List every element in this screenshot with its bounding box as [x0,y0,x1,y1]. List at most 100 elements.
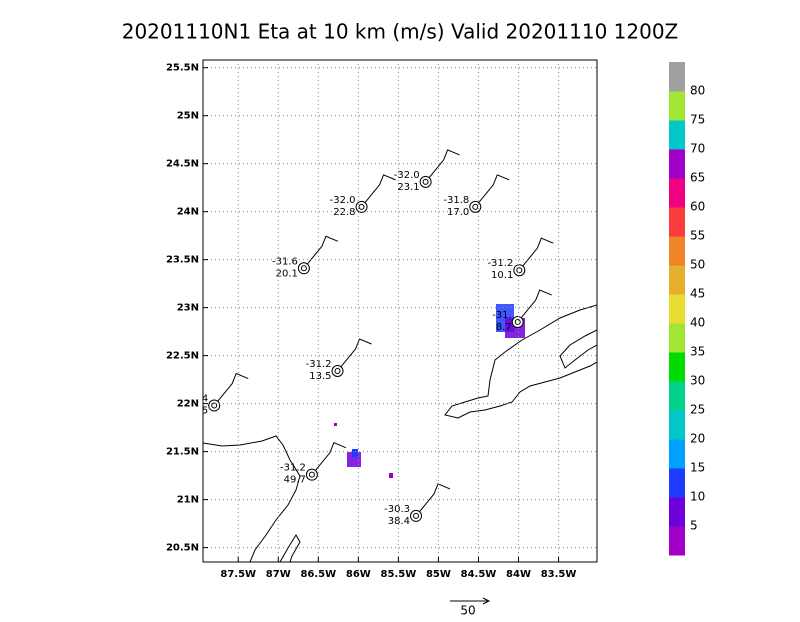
station-value: 20.1 [276,268,298,279]
lat-label: 21N [177,495,199,506]
colorbar-label: 50 [690,258,705,272]
station: -31.817.0 [443,174,510,218]
station-dot [334,367,341,374]
colorbar-swatch [669,410,685,440]
lon-label: 83.5W [541,569,577,580]
station-dot [514,319,521,326]
station-value: 22.8 [333,207,355,218]
station-value: 4 [202,394,208,405]
colorbar-label: 65 [690,171,705,185]
station-ring [208,399,221,412]
colorbar-swatch [669,91,685,121]
lat-label: 23.5N [166,255,199,266]
station-dot [300,265,307,272]
station-value: -31.6 [272,256,298,267]
station-value: -31. [492,310,512,321]
station-dot [422,178,429,185]
colorbar-swatch [669,149,685,179]
colorbar-label: 10 [690,490,705,504]
station-value: -32.0 [394,170,420,181]
station-value: 5 [202,406,208,417]
colorbar-label: 35 [690,345,705,359]
colorbar-label: 60 [690,200,705,214]
colorbar-swatch [669,439,685,469]
station-value: 17.0 [447,207,469,218]
colorbar-swatch [669,236,685,266]
station-ring [511,316,524,329]
station: -32.022.8 [330,174,396,218]
station-value: 23.1 [397,182,419,193]
station-value: -31.2 [280,463,306,474]
colorbar-swatch [669,207,685,237]
colorbar-swatch [669,294,685,324]
coastline [279,534,301,562]
station: -32.023.1 [394,149,460,193]
lat-label: 25.5N [166,63,199,74]
colorbar-label: 70 [690,142,705,156]
station-value: -31.2 [487,258,513,269]
station-value: -30.3 [384,504,410,515]
station-ring [355,200,368,213]
colorbar-label: 80 [690,84,705,98]
station-ring [331,364,344,377]
station-value: 8.7 [496,322,512,333]
station: -31.210.1 [487,237,554,281]
lon-label: 84.5W [461,569,497,580]
station-dot [211,402,218,409]
station-ring [305,468,318,481]
reference-vector: 50 [450,597,491,618]
colorbar-swatch [669,497,685,527]
station: -30.338.4 [384,483,451,527]
colorbar-swatch [669,526,685,556]
lon-label: 86.5W [300,569,336,580]
map-area: -32.023.1-32.022.8-31.817.0-31.620.1-31.… [202,149,597,562]
station-ring [469,200,482,213]
lat-label: 25N [177,111,199,122]
station-dot [516,267,523,274]
lat-label: 22.5N [166,351,199,362]
station-value: -32.0 [330,195,356,206]
colorbar-label: 75 [690,113,705,127]
station: -31.620.1 [272,235,339,279]
station-dot [358,203,365,210]
colorbar-label: 5 [690,519,698,533]
lon-label: 85.5W [381,569,417,580]
colorbar-swatch [669,323,685,353]
colorbar-swatch [669,468,685,498]
lat-label: 23N [177,303,199,314]
colorbar-swatch [669,178,685,208]
lon-label: 87W [266,569,291,580]
colorbar-swatch [669,352,685,382]
station-ring [297,262,310,275]
map-frame [202,59,598,563]
title: 20201110N1 Eta at 10 km (m/s) Valid 2020… [122,20,679,44]
shading [334,304,525,478]
station-value: -31.8 [443,195,469,206]
station-dot [308,471,315,478]
colorbar-swatch [669,120,685,150]
colorbar-label: 45 [690,287,705,301]
coastline [203,435,301,562]
station-ring [410,509,423,522]
station-value: 13.5 [309,371,331,382]
lon-label: 87.5W [220,569,256,580]
colorbar-swatch [669,62,685,92]
lat-label: 24.5N [166,159,199,170]
lon-label: 86W [346,569,371,580]
station-dot [413,512,420,519]
lat-label: 22N [177,399,199,410]
lat-label: 20.5N [166,543,199,554]
coastline [444,304,597,419]
colorbar-swatch [669,265,685,295]
colorbar-label: 20 [690,432,705,446]
colorbar-label: 40 [690,316,705,330]
station-value: 10.1 [491,270,513,281]
colorbar-label: 55 [690,229,705,243]
station: -31.8.7 [492,289,552,333]
colorbar-label: 25 [690,403,705,417]
lat-label: 21.5N [166,447,199,458]
station-value: 38.4 [388,516,410,527]
colorbar-swatch [669,381,685,411]
